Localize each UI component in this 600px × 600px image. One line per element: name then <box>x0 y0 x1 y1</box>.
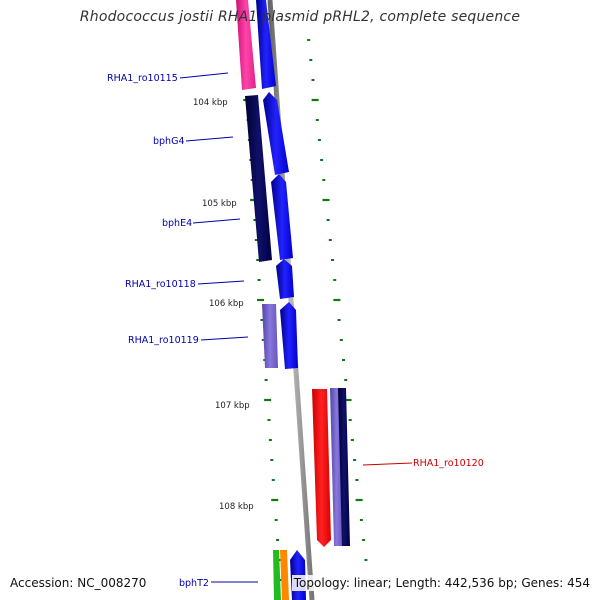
kbp-label-108: 108 kbp <box>219 502 254 512</box>
gene-label-ro10115[interactable]: RHA1_ro10115 <box>107 73 178 84</box>
accession-label: Accession: NC_008270 <box>8 575 149 591</box>
gene-feature-ro10115[interactable] <box>236 0 256 90</box>
gene-label-bphG4[interactable]: bphG4 <box>153 136 185 147</box>
other-genes <box>236 0 350 600</box>
gene-feature-ro10118-forward[interactable] <box>276 259 294 299</box>
leader-bphE4 <box>192 218 241 224</box>
label-leaders <box>179 72 413 583</box>
gene-label-ro10118[interactable]: RHA1_ro10118 <box>125 279 196 290</box>
gene-feature-bphE4-forward[interactable] <box>271 174 293 260</box>
gene-label-bphT2[interactable]: bphT2 <box>179 578 209 589</box>
gene-feature-bphT2-green[interactable] <box>273 550 281 600</box>
map-title: Rhodococcus jostii RHA1 plasmid pRHL2, c… <box>79 9 521 25</box>
leader-bphG4 <box>185 136 234 142</box>
sequence-backbone <box>267 0 315 600</box>
summary-label: Topology: linear; Length: 442,536 bp; Ge… <box>291 575 592 591</box>
gene-feature-bphG4-forward[interactable] <box>263 92 289 175</box>
gene-feature-ro10120[interactable] <box>312 389 331 547</box>
gene-labels: RHA1_ro10115 bphG4 bphE4 RHA1_ro10118 RH… <box>107 73 484 589</box>
leader-ro10115 <box>179 72 229 79</box>
kbp-label-104: 104 kbp <box>193 98 228 108</box>
gene-label-ro10120[interactable]: RHA1_ro10120 <box>413 458 484 469</box>
kbp-labels: 104 kbp 105 kbp 106 kbp 107 kbp 108 kbp <box>193 98 254 512</box>
kbp-label-107: 107 kbp <box>215 401 250 411</box>
gene-feature-bphG4[interactable] <box>245 95 272 262</box>
gene-label-ro10119[interactable]: RHA1_ro10119 <box>128 335 199 346</box>
gene-feature-ro10119[interactable] <box>262 304 278 368</box>
gene-feature-ro10115-forward[interactable] <box>256 0 276 89</box>
gene-feature-ro10119-forward[interactable] <box>280 302 298 369</box>
gene-label-bphE4[interactable]: bphE4 <box>162 218 192 229</box>
gene-feature-bphT2-orange[interactable] <box>280 550 289 600</box>
leader-ro10118 <box>197 280 245 285</box>
kbp-label-106: 106 kbp <box>209 299 244 309</box>
gene-feature-ro10120-pair-b[interactable] <box>338 388 350 546</box>
leader-ro10120 <box>362 462 413 466</box>
kbp-label-105: 105 kbp <box>202 199 237 209</box>
leader-ro10119 <box>200 336 249 341</box>
